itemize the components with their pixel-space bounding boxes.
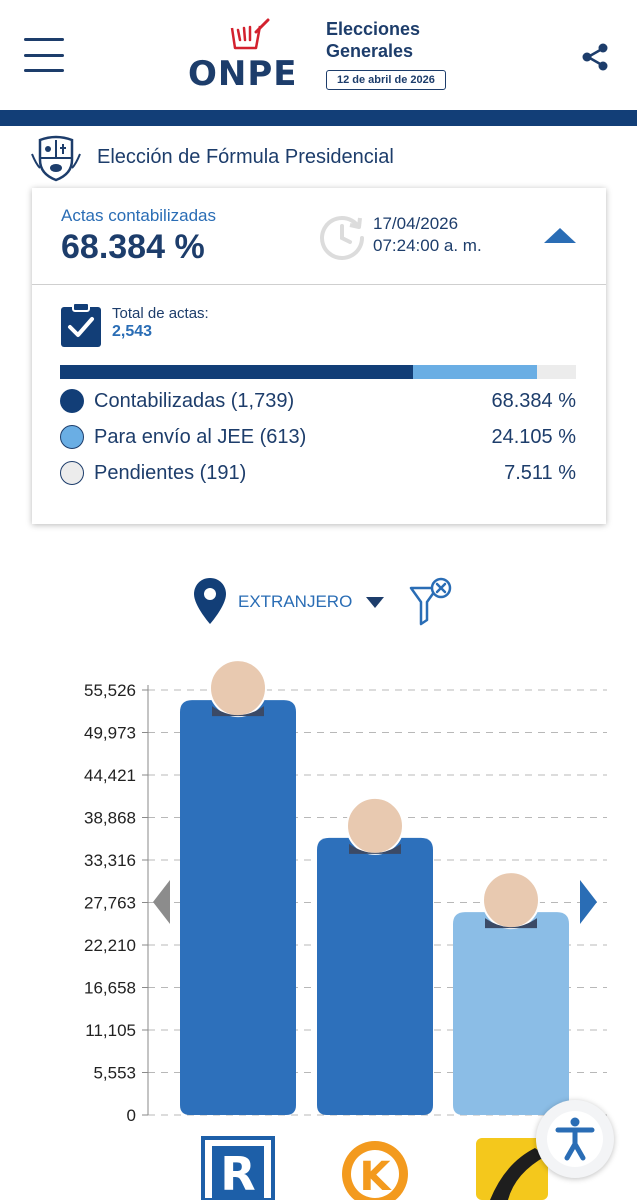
vote-bar (317, 837, 433, 1115)
legend-jee: Para envío al JEE (613) 24.105 % (60, 423, 576, 451)
ballot-hand-icon (230, 18, 270, 50)
party-logo-k-inner (351, 1150, 399, 1198)
actas-progress-bar (60, 365, 576, 379)
legend-label: Pendientes (191) (94, 462, 247, 484)
election-date-badge: 12 de abril de 2026 (326, 70, 446, 90)
progress-contabilizadas (60, 365, 413, 379)
election-heading: Elección de Fórmula Presidencial (30, 134, 610, 184)
candidate-photo (346, 796, 404, 855)
app-header: ONPE Elecciones Generales 12 de abril de… (0, 0, 637, 110)
header-title: Elecciones Generales (326, 18, 420, 62)
clipboard-check-icon (61, 302, 101, 347)
actas-label: Actas contabilizadas (61, 206, 216, 225)
total-actas-value: 2,543 (112, 323, 153, 340)
legend-pendientes: Pendientes (191) 7.511 % (60, 459, 576, 487)
y-tick-label: 33,316 (84, 851, 136, 870)
y-tick-label: 11,105 (85, 1021, 136, 1040)
legend-dot (60, 461, 84, 485)
y-tick-label: 5,553 (93, 1064, 136, 1083)
chevron-right-icon (580, 880, 597, 924)
chevron-left-icon (153, 880, 170, 924)
legend-label: Para envío al JEE (613) (94, 426, 307, 448)
legend-dot (60, 425, 84, 449)
y-tick-label: 22,210 (84, 936, 136, 955)
legend-contabilizadas: Contabilizadas (1,739) 68.384 % (60, 387, 576, 415)
candidate-photo (482, 871, 540, 930)
progress-pendientes (537, 365, 576, 379)
collapse-arrow-icon[interactable] (544, 228, 576, 243)
progress-jee (412, 365, 538, 379)
y-tick-label: 38,868 (84, 809, 136, 828)
menu-icon[interactable] (24, 38, 64, 72)
header-accent-bar (0, 110, 637, 126)
party-logo-road-path (490, 1148, 546, 1200)
update-time: 07:24:00 a. m. (373, 236, 482, 255)
update-date: 17/04/2026 (373, 214, 459, 233)
legend-label: Contabilizadas (1,739) (94, 390, 295, 412)
onpe-logo: ONPE Elecciones Generales 12 de abril de… (188, 18, 458, 98)
logo-word: ONPE (188, 54, 298, 94)
clock-icon (320, 216, 364, 260)
clear-filter-icon[interactable] (407, 576, 455, 628)
accessibility-icon (547, 1111, 603, 1167)
summary-card-header[interactable]: Actas contabilizadas 68.384 % 17/04/2026… (32, 188, 606, 285)
y-tick-label: 49,973 (84, 724, 136, 743)
candidate-photo-shirt (485, 918, 537, 929)
chevron-down-icon[interactable] (366, 597, 384, 608)
y-tick-label: 27,763 (84, 894, 136, 913)
election-title: Elección de Fórmula Presidencial (97, 146, 394, 168)
y-tick-label: 55,526 (84, 681, 136, 700)
actas-percentage: 68.384 % (61, 228, 205, 266)
candidate-photo (209, 659, 267, 718)
legend-pct: 24.105 % (491, 426, 576, 448)
coat-of-arms-icon (31, 135, 81, 182)
header-title-line1: Elecciones (326, 19, 421, 39)
region-filter: EXTRANJERO (192, 576, 462, 628)
region-select[interactable]: EXTRANJERO (238, 592, 353, 611)
share-icon[interactable] (580, 42, 610, 72)
legend-pct: 7.511 % (504, 462, 576, 484)
y-tick-label: 16,658 (84, 979, 136, 998)
summary-card: Actas contabilizadas 68.384 % 17/04/2026… (32, 188, 606, 524)
y-tick-label: 44,421 (84, 766, 136, 785)
header-title-line2: Generales (326, 41, 414, 61)
legend-pct: 68.384 % (491, 390, 576, 412)
vote-bar (180, 700, 296, 1115)
legend-dot (60, 389, 84, 413)
update-timestamp: 17/04/2026 07:24:00 a. m. (373, 213, 482, 257)
party-logo-r-letter: R (220, 1147, 255, 1200)
votes-bar-chart: 55,526 49,973 44,421 38,868 33,316 27,763 22,2… (84, 659, 607, 1200)
candidate-photo-shirt (349, 843, 401, 854)
candidate-photo-shirt (212, 706, 264, 717)
accessibility-button[interactable] (536, 1100, 614, 1178)
vote-bar (453, 912, 569, 1115)
party-logo-r-fill (212, 1146, 264, 1200)
party-logo-k-letter: K (360, 1154, 393, 1200)
total-actas-label: Total de actas: (112, 305, 209, 322)
y-tick-label: 0 (127, 1106, 136, 1125)
location-pin-icon (194, 578, 226, 624)
